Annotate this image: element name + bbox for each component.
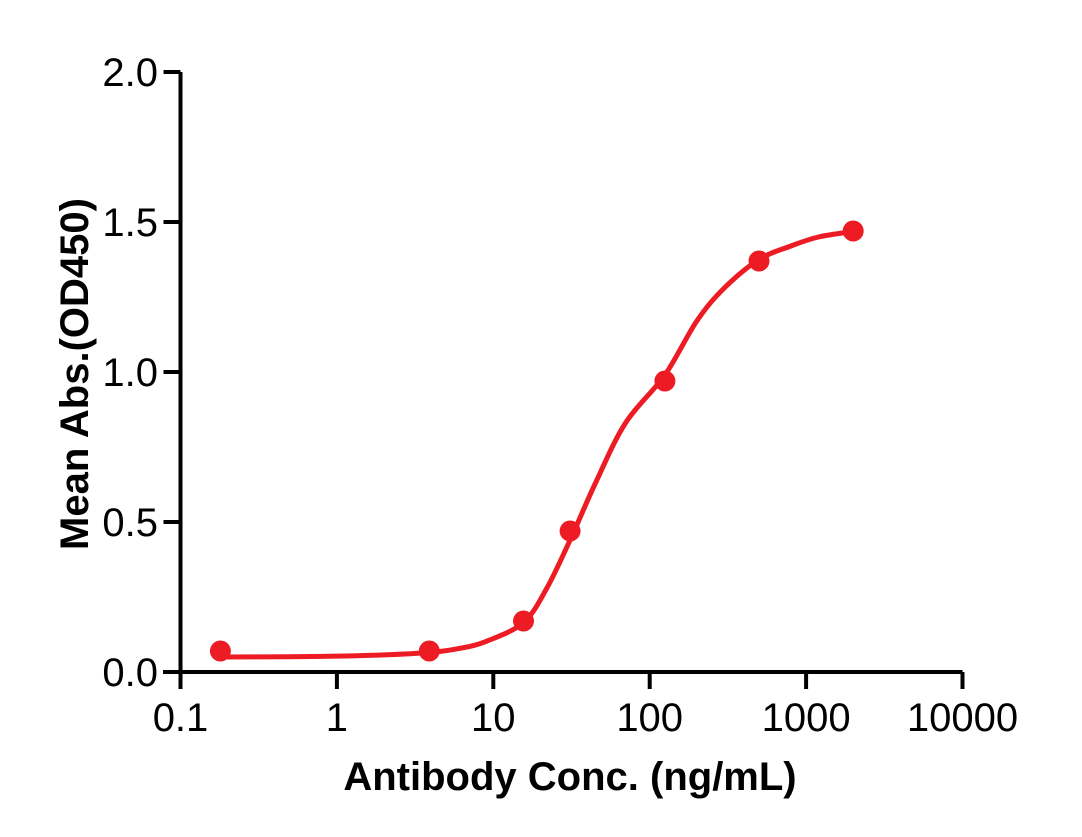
y-axis-title: Mean Abs.(OD450) (53, 198, 97, 550)
x-tick-label: 10000 (907, 696, 1018, 740)
axes-layer (163, 72, 963, 688)
data-point (513, 610, 534, 632)
data-points-group (209, 220, 864, 662)
y-tick-label: 0.5 (102, 501, 158, 545)
y-tick-label: 2.0 (102, 51, 158, 95)
y-tick-label: 1.5 (102, 201, 158, 245)
tick-layer (163, 70, 965, 689)
data-point (654, 370, 676, 392)
tick-label-layer: 0.1 1 10 100 1000 10000 0.0 0.5 1.0 1.5 2.0 (102, 51, 1018, 740)
y-tick-label: 1.0 (102, 351, 158, 395)
series-layer (209, 220, 864, 662)
data-point (559, 520, 581, 542)
x-tick-label: 10 (471, 696, 516, 740)
x-tick-label: 100 (616, 696, 683, 740)
x-tick-label: 1 (326, 696, 348, 740)
data-point (418, 640, 440, 662)
x-axis-title: Antibody Conc. (ng/mL) (343, 755, 796, 799)
data-point (842, 220, 864, 242)
x-tick-label: 1000 (762, 696, 851, 740)
data-point (748, 250, 770, 272)
x-tick-label: 0.1 (153, 696, 209, 740)
data-point (209, 640, 231, 662)
y-tick-label: 0.0 (102, 651, 158, 695)
fit-curve-line (217, 229, 856, 660)
